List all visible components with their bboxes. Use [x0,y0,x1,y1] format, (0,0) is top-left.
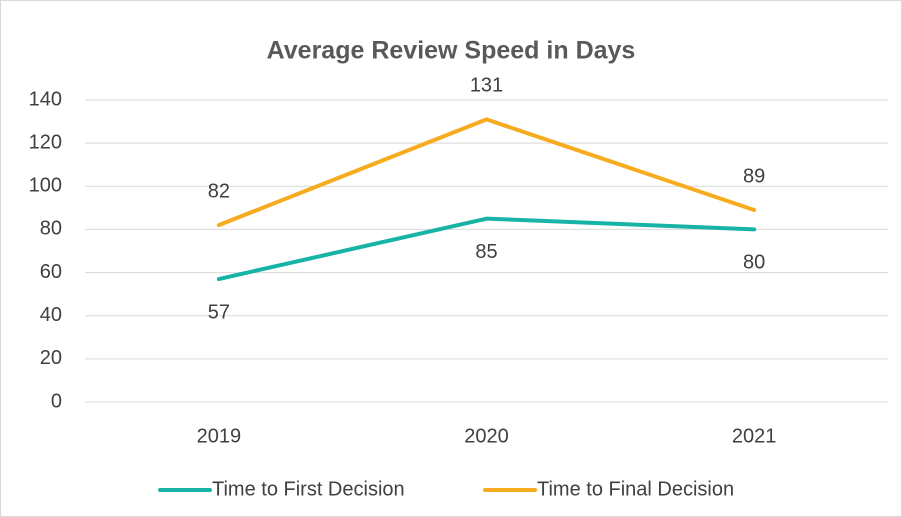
y-tick-label: 140 [29,88,62,110]
y-tick-label: 120 [29,131,62,153]
line-series [216,117,757,228]
data-label: 80 [743,252,765,274]
data-label: 131 [470,75,503,97]
chart-title: Average Review Speed in Days [267,37,636,65]
line-series [216,216,757,282]
data-label: 82 [208,180,230,202]
data-label: 89 [743,165,765,187]
x-tick-label: 2020 [464,425,509,447]
data-label: 85 [475,241,497,263]
x-tick-label: 2021 [732,425,777,447]
y-tick-label: 0 [51,390,62,412]
legend-label: Time to First Decision [212,478,405,500]
legend-label: Time to Final Decision [537,478,734,500]
y-tick-label: 100 [29,175,62,197]
data-label: 57 [208,301,230,323]
y-tick-label: 20 [40,347,62,369]
y-tick-label: 60 [40,261,62,283]
y-tick-label: 80 [40,218,62,240]
x-tick-label: 2019 [197,425,242,447]
y-tick-label: 40 [40,304,62,326]
